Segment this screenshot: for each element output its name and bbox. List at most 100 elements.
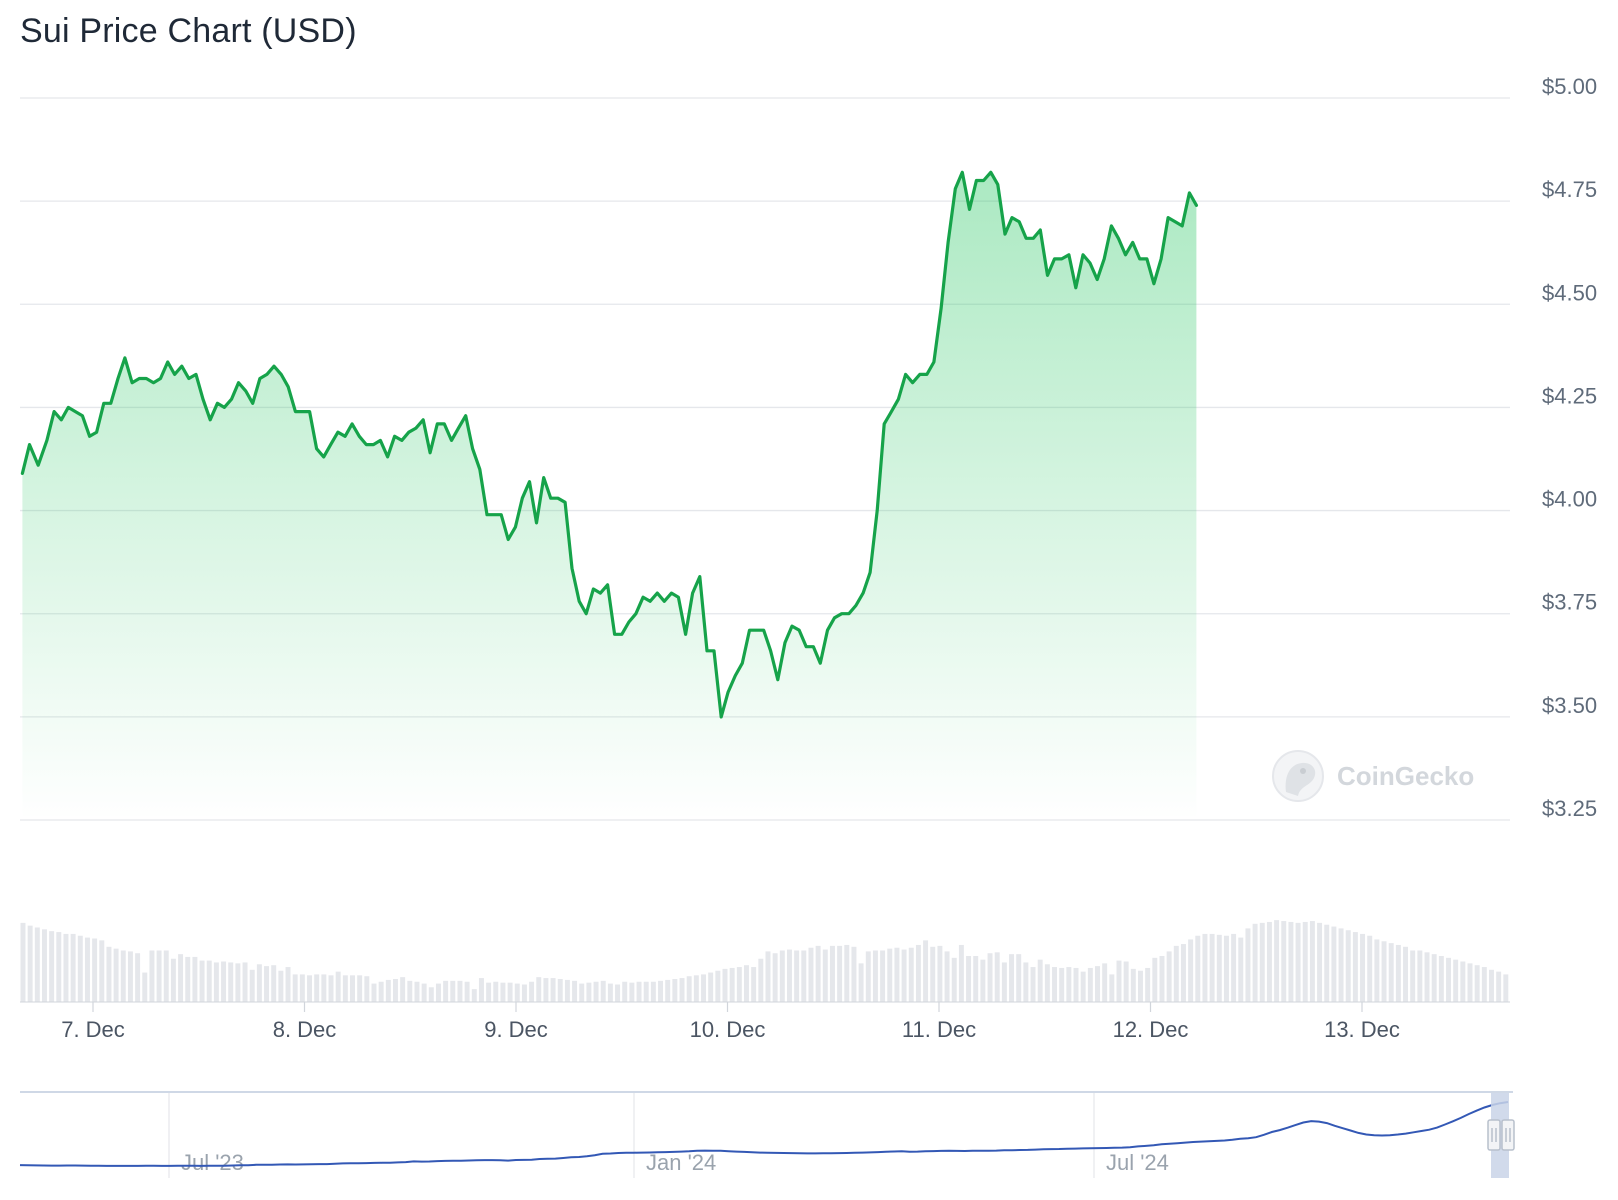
volume-bar [328, 975, 334, 1002]
volume-bar [815, 945, 821, 1002]
volume-bar [808, 947, 814, 1002]
x-axis: 7. Dec 8. Dec 9. Dec 10. Dec 11. Dec 12. Dec 1… [61, 1002, 1400, 1042]
volume-bar [471, 989, 477, 1002]
volume-bar [1145, 967, 1151, 1002]
volume-bar [1166, 951, 1172, 1002]
volume-bar [1116, 960, 1122, 1002]
volume-bar [980, 959, 986, 1002]
volume-bar [1238, 937, 1244, 1002]
volume-bar [550, 978, 556, 1002]
x-tick-label: 10. Dec [690, 1017, 766, 1042]
volume-bar [1195, 935, 1201, 1002]
volume-bar [142, 972, 148, 1002]
volume-bar [235, 963, 241, 1002]
volume-bar [529, 981, 535, 1002]
gecko-eye [1300, 768, 1306, 774]
volume-bar [242, 962, 248, 1002]
volume-bar [1087, 967, 1093, 1002]
price-area [20, 170, 1198, 821]
volume-bar [650, 981, 656, 1002]
volume-bar [314, 974, 320, 1002]
volume-bar [407, 980, 413, 1002]
volume-bar [514, 983, 520, 1002]
volume-bar [1496, 971, 1502, 1002]
volume-bar [1367, 935, 1373, 1002]
volume-bar [199, 960, 205, 1002]
volume-bar [364, 976, 370, 1002]
volume-bar [1030, 967, 1036, 1002]
volume-bar [478, 978, 484, 1002]
volume-bar [801, 950, 807, 1002]
volume-bar [1152, 957, 1158, 1002]
chart-title: Sui Price Chart (USD) [20, 12, 357, 50]
navigator-label: Jul '24 [1106, 1150, 1169, 1175]
volume-bar [378, 981, 384, 1002]
volume-bar [77, 935, 83, 1002]
volume-bar [930, 946, 936, 1002]
volume-bar [765, 951, 771, 1002]
volume-bar [844, 944, 850, 1002]
volume-bar [829, 945, 835, 1002]
navigator[interactable]: Jul '23 Jan '24 Jul '24 [19, 1091, 1515, 1180]
volume-bar [557, 979, 563, 1002]
volume-bar [385, 979, 391, 1002]
volume-bar [1080, 971, 1086, 1002]
navigator-handle-right[interactable] [1501, 1119, 1515, 1151]
volume-bar [299, 974, 305, 1002]
volume-bar [1037, 959, 1043, 1002]
volume-bar [1345, 930, 1351, 1002]
volume-bar [629, 982, 635, 1002]
volume-bar [1109, 974, 1115, 1002]
volume-bar [1095, 966, 1100, 1002]
volume-bar [307, 975, 313, 1002]
volume-bar [1453, 959, 1459, 1002]
volume-bar [1381, 941, 1387, 1002]
volume-bar [1467, 963, 1473, 1002]
volume-bar [34, 927, 40, 1002]
y-axis: $5.00 $4.75 $4.50 $4.25 $4.00 $3.75 $3.50 $3.25 [1542, 74, 1597, 821]
volume-bar [278, 970, 284, 1002]
x-tick-label: 9. Dec [484, 1017, 548, 1042]
x-tick-label: 13. Dec [1324, 1017, 1400, 1042]
volume-bar [1417, 950, 1423, 1002]
volume-bar [736, 967, 742, 1002]
volume-bar [1295, 922, 1301, 1002]
volume-bar [185, 956, 191, 1002]
volume-bar [1202, 933, 1208, 1002]
volume-bars [20, 920, 1510, 1003]
volume-bar [178, 954, 184, 1002]
volume-bar [27, 925, 33, 1002]
volume-bar [135, 953, 141, 1002]
volume-bar [966, 956, 972, 1002]
volume-bar [41, 929, 47, 1002]
volume-bar [421, 983, 427, 1002]
y-tick-label: $4.00 [1542, 487, 1597, 512]
volume-bar [1231, 933, 1237, 1002]
x-tick-label: 12. Dec [1113, 1017, 1189, 1042]
volume-bar [794, 950, 800, 1002]
volume-bar [285, 967, 291, 1002]
volume-bar [106, 946, 112, 1002]
volume-bar [751, 967, 757, 1002]
volume-bar [371, 983, 377, 1002]
volume-bar [92, 938, 98, 1002]
y-tick-label: $3.50 [1542, 693, 1597, 718]
volume-bar [665, 979, 671, 1002]
volume-bar [1188, 939, 1194, 1002]
volume-bar [872, 950, 878, 1002]
volume-bar [1309, 921, 1315, 1002]
volume-bar [636, 981, 642, 1002]
volume-bar [335, 971, 341, 1002]
volume-bar [493, 981, 499, 1002]
volume-bar [1001, 962, 1007, 1002]
volume-bar [149, 950, 155, 1002]
volume-bar [1438, 956, 1444, 1002]
y-tick-label: $3.75 [1542, 590, 1597, 615]
navigator-handle-left[interactable] [1487, 1119, 1501, 1151]
volume-bar [521, 984, 527, 1002]
volume-bar [693, 975, 699, 1002]
volume-bar [880, 950, 886, 1002]
volume-bar [600, 980, 606, 1002]
volume-bar [658, 980, 664, 1002]
volume-bar [837, 945, 843, 1002]
